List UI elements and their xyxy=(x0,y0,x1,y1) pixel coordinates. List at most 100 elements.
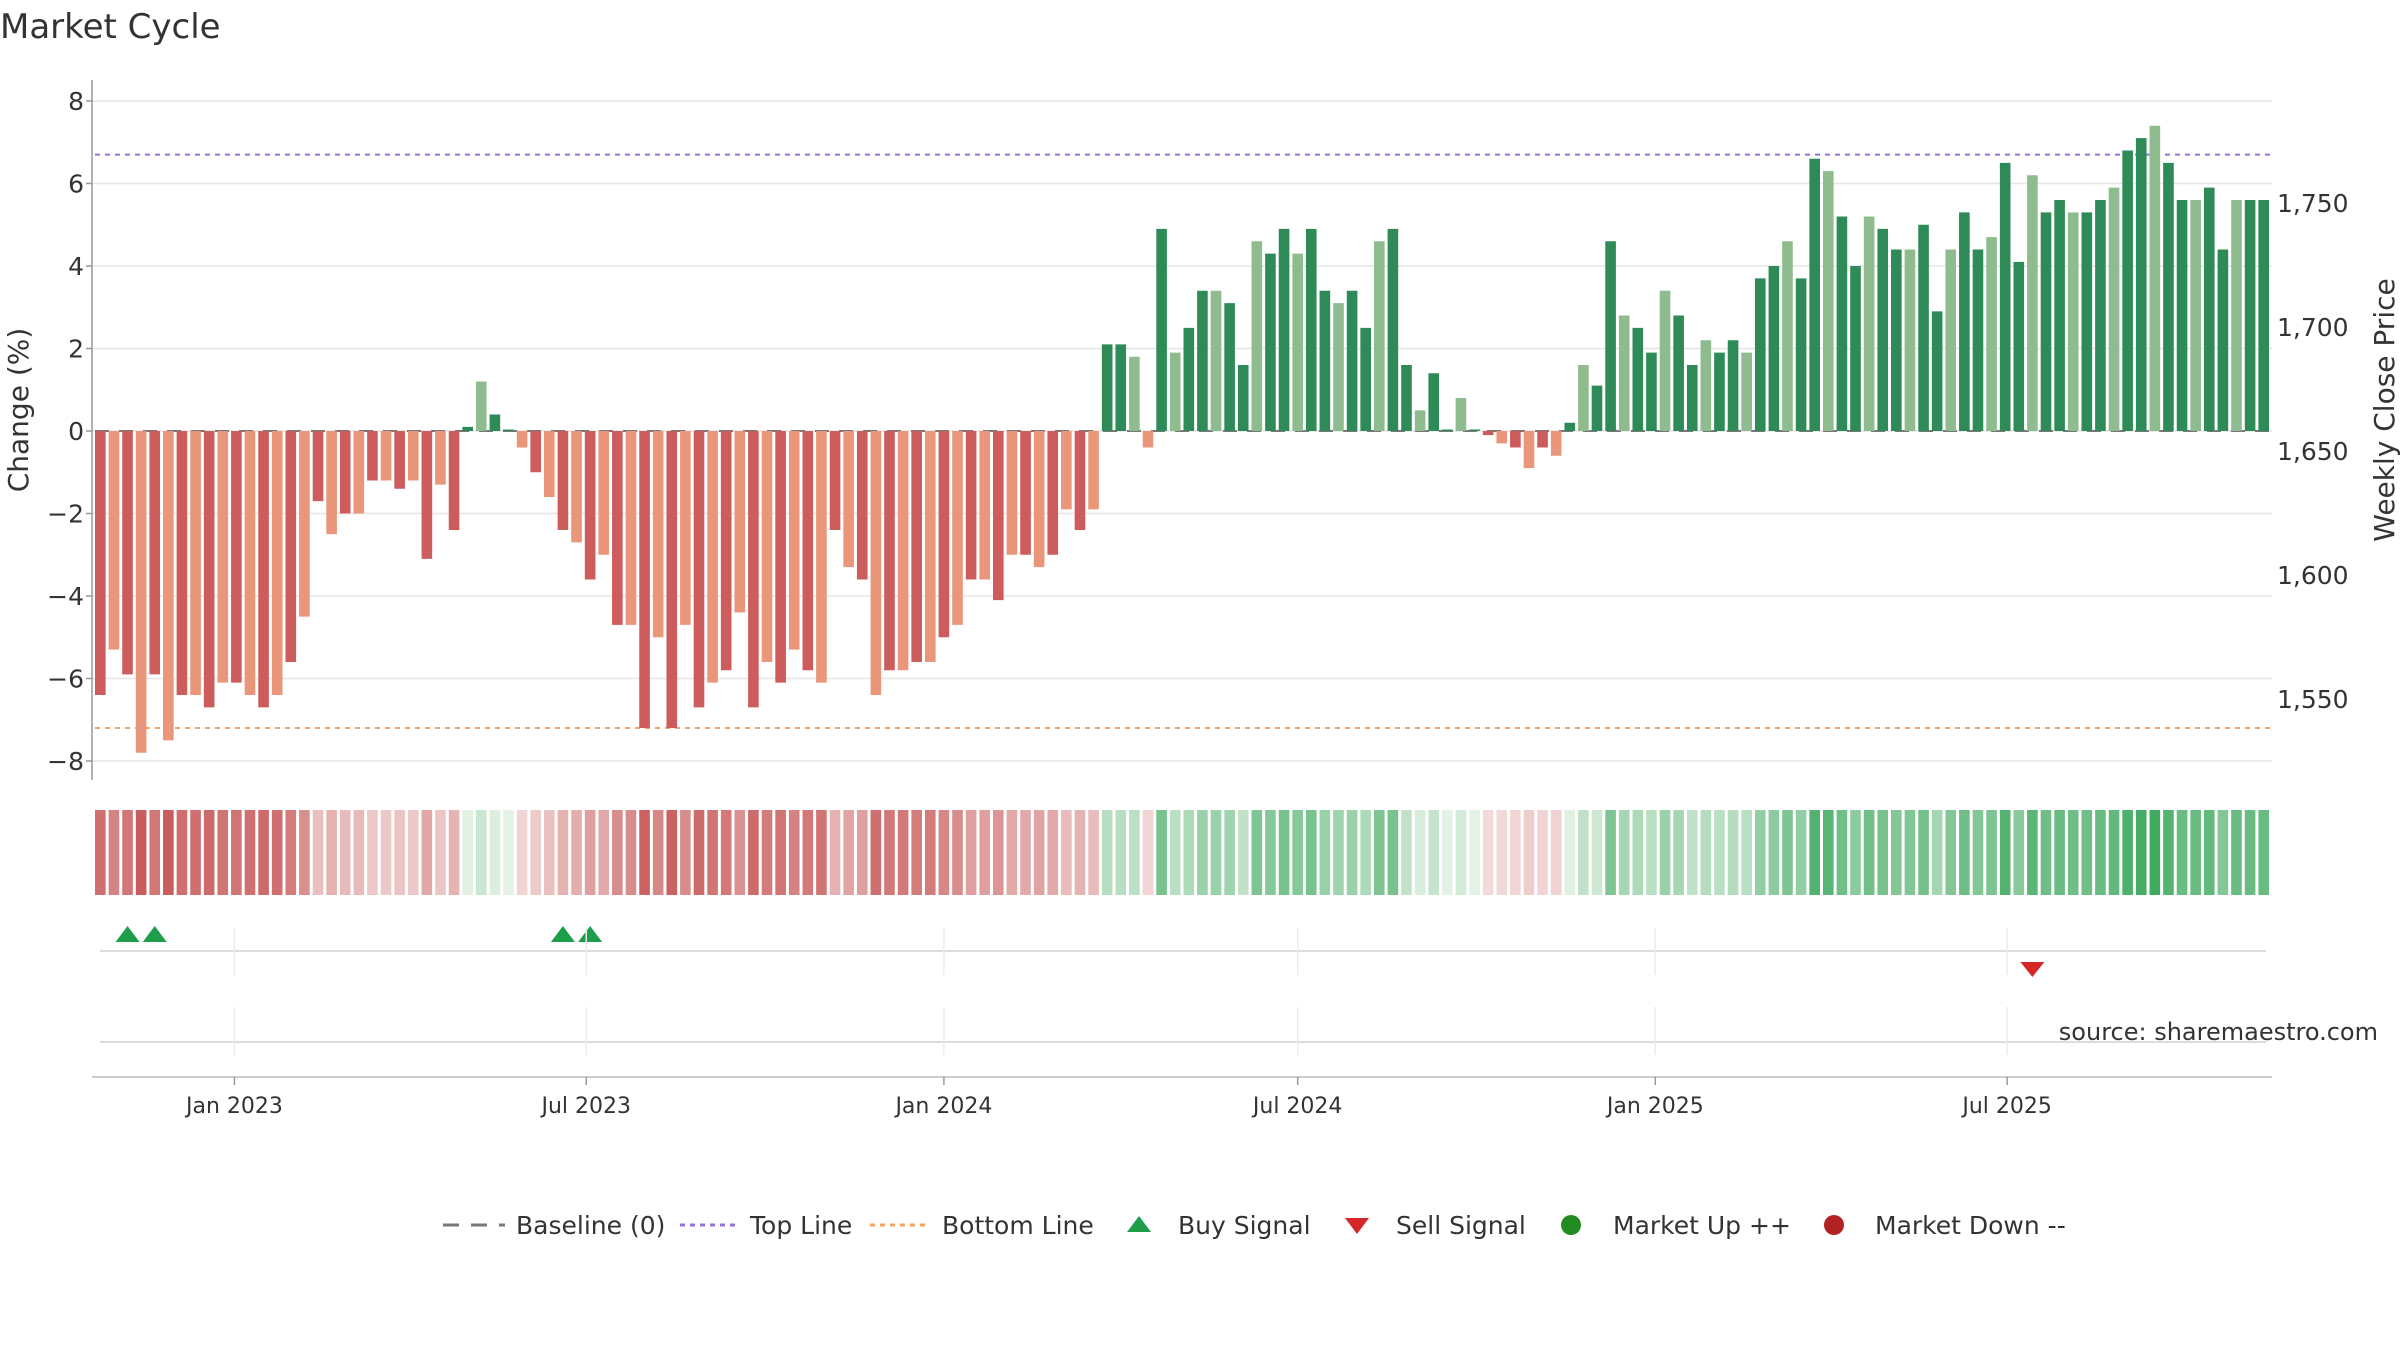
heat-strip-cell xyxy=(1333,810,1344,895)
heat-strip-cell xyxy=(775,810,786,895)
change-bar xyxy=(149,431,161,675)
change-bar xyxy=(1305,228,1317,431)
change-bar xyxy=(1510,431,1521,448)
heat-strip-cell xyxy=(693,810,705,895)
change-bar xyxy=(2040,212,2052,431)
heat-strip-cell xyxy=(1850,810,1861,895)
heat-strip-cell xyxy=(448,810,460,895)
heat-strip-cell xyxy=(1047,810,1059,895)
heat-strip-cell xyxy=(380,810,392,895)
heat-strip-cell xyxy=(1605,810,1616,895)
heat-strip-cell xyxy=(1768,810,1780,895)
heat-strip-cell xyxy=(1646,810,1657,895)
change-bar xyxy=(475,381,487,431)
heat-strip-cell xyxy=(1442,810,1453,895)
change-bar xyxy=(503,429,514,431)
heat-strip-cell xyxy=(203,810,215,895)
heat-strip-cell xyxy=(231,810,242,895)
heat-strip-cell xyxy=(544,810,555,895)
change-bar xyxy=(1224,303,1235,431)
change-bar xyxy=(190,431,201,695)
legend-market-up-icon xyxy=(1561,1215,1581,1235)
change-bar xyxy=(1795,278,1807,431)
change-bar xyxy=(231,431,242,683)
heat-strip-cell xyxy=(1401,810,1412,895)
y-left-tick-labels: 8 6 4 2 0 −2 −4 −6 −8 xyxy=(47,87,92,776)
heat-strip-cell xyxy=(1265,810,1276,895)
change-bar xyxy=(1686,365,1698,431)
change-bar xyxy=(244,431,256,695)
heat-strip-cell xyxy=(1197,810,1208,895)
change-bar xyxy=(1591,385,1603,431)
change-bar xyxy=(1455,398,1467,431)
heat-strip-cell xyxy=(2054,810,2065,895)
change-bar xyxy=(285,431,297,662)
change-bar xyxy=(666,431,678,728)
change-bar xyxy=(748,431,759,708)
heat-strip-cell xyxy=(2176,810,2188,895)
change-bar xyxy=(2231,200,2242,431)
change-bar xyxy=(707,431,718,683)
y-left-tick-label: 0 xyxy=(68,417,84,446)
change-bar xyxy=(2108,187,2120,431)
change-bars xyxy=(95,125,2270,753)
change-bar xyxy=(829,431,841,530)
heat-strip-cell xyxy=(911,810,922,895)
change-bar xyxy=(1346,290,1358,431)
change-bar xyxy=(176,431,188,695)
buy-signal-marker xyxy=(550,926,575,942)
heat-strip-cell xyxy=(1074,810,1086,895)
change-bar xyxy=(924,431,936,662)
change-bar xyxy=(1428,373,1440,431)
change-bar xyxy=(380,431,392,481)
change-bar xyxy=(775,431,786,683)
change-bar xyxy=(1768,266,1780,431)
heat-strip-cell xyxy=(1088,810,1099,895)
change-bar xyxy=(203,431,215,708)
heat-strip-cell xyxy=(1387,810,1399,895)
change-bar xyxy=(816,431,827,683)
heat-strip-cell xyxy=(149,810,161,895)
heat-strip-cell xyxy=(952,810,963,895)
change-bar xyxy=(584,431,596,580)
x-tick-label: Jul 2024 xyxy=(1251,1094,1343,1119)
heat-strip-cell xyxy=(1006,810,1018,895)
heat-strip-cell xyxy=(2203,810,2215,895)
heat-strip-cell xyxy=(598,810,610,895)
heat-strip-cell xyxy=(135,810,147,895)
heat-strip-cell xyxy=(1469,810,1480,895)
heat-strip-cell xyxy=(1142,810,1154,895)
heat-strip-cell xyxy=(163,810,174,895)
sell-signal-marker xyxy=(2020,962,2045,977)
change-bar xyxy=(2095,200,2106,431)
heat-strip-cell xyxy=(1836,810,1848,895)
change-bar xyxy=(1047,431,1059,555)
heat-strip-cell xyxy=(1183,810,1195,895)
change-bar xyxy=(1265,253,1276,431)
heat-strip-cell xyxy=(2122,810,2133,895)
change-bar xyxy=(1714,352,1725,431)
change-bar xyxy=(1183,327,1195,431)
y-left-tick-label: 2 xyxy=(68,335,84,364)
change-bar xyxy=(680,431,691,625)
change-bar xyxy=(1401,365,1412,431)
heat-strip-cell xyxy=(1482,810,1494,895)
change-bar xyxy=(530,431,542,473)
x-tick-labels: Jan 2023 Jul 2023 Jan 2024 Jul 2024 Jan 2025… xyxy=(184,928,2052,1119)
heat-strip-cell xyxy=(1101,810,1113,895)
change-bar xyxy=(652,431,664,638)
heat-strip-cell xyxy=(2163,810,2174,895)
change-bar xyxy=(952,431,963,625)
heat-strip-cell xyxy=(1210,810,1222,895)
heat-strip-cell xyxy=(843,810,854,895)
y-right-tick-label: 1,750 xyxy=(2277,189,2349,218)
heat-strip-cell xyxy=(1891,810,1902,895)
change-bar xyxy=(2203,187,2215,431)
change-bar xyxy=(2217,249,2229,431)
heat-strip-cell xyxy=(707,810,718,895)
heat-strip-cell xyxy=(1305,810,1317,895)
buy-signal-marker xyxy=(142,926,167,942)
change-bar xyxy=(993,431,1004,601)
change-bar xyxy=(353,431,365,514)
change-bar xyxy=(788,431,800,650)
